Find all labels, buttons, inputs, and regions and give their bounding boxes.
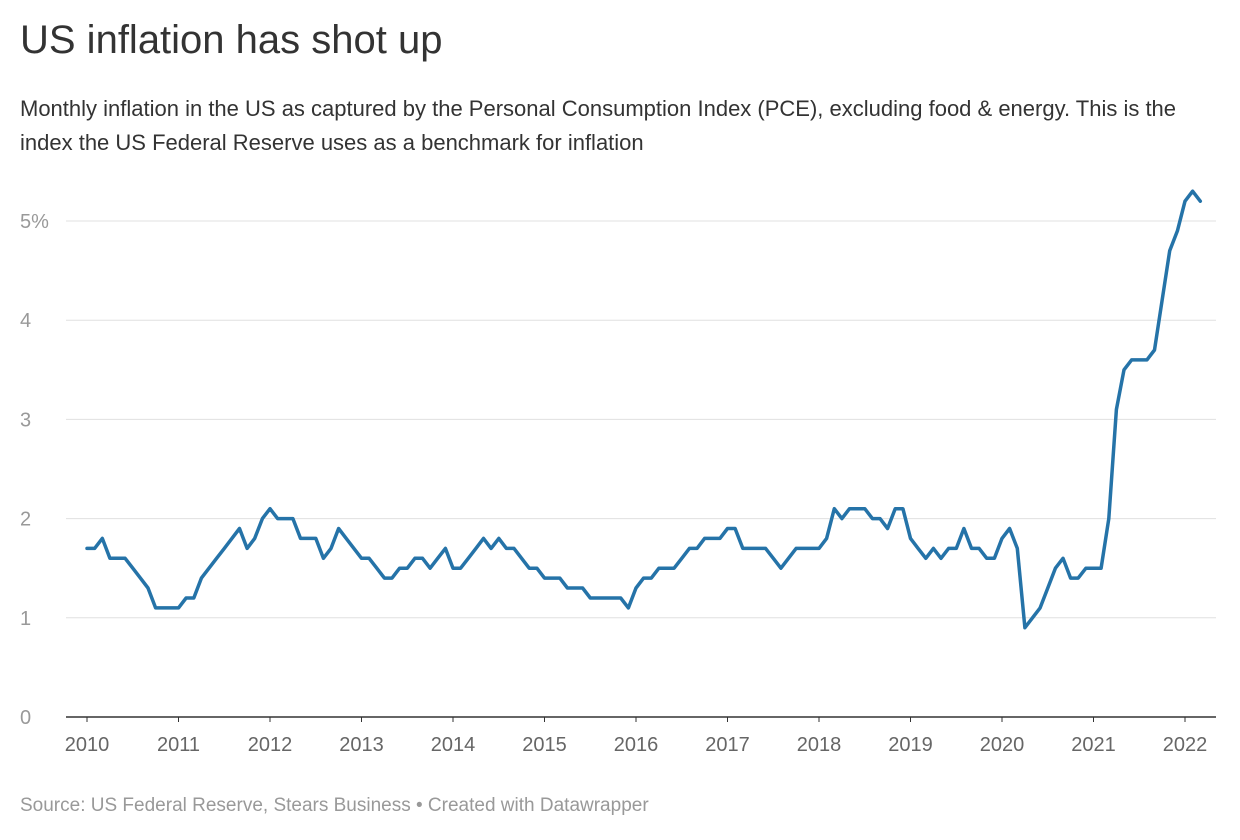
x-tick-label: 2019: [888, 734, 933, 756]
x-tick-label: 2018: [797, 734, 842, 756]
y-tick-label: 4: [20, 310, 31, 332]
x-tick-label: 2013: [339, 734, 384, 756]
x-tick-label: 2021: [1071, 734, 1116, 756]
chart-title: US inflation has shot up: [20, 18, 443, 62]
x-tick-label: 2010: [65, 734, 110, 756]
x-tick-label: 2022: [1163, 734, 1208, 756]
x-tick-label: 2016: [614, 734, 659, 756]
chart-subtitle: Monthly inflation in the US as captured …: [20, 96, 1177, 155]
y-tick-label: 3: [20, 409, 31, 431]
y-tick-label: 1: [20, 608, 31, 630]
x-tick-label: 2020: [980, 734, 1025, 756]
x-tick-label: 2011: [157, 734, 200, 756]
source-note: Source: US Federal Reserve, Stears Busin…: [20, 795, 649, 816]
x-tick-label: 2015: [522, 734, 567, 756]
y-tick-label: 2: [20, 509, 31, 531]
x-tick-label: 2014: [431, 734, 476, 756]
line-chart: 0 1 2 3 4 5% 2010 2011 2012 2013 2014 2015 2016 2017…: [20, 189, 1216, 756]
x-axis: 2010 2011 2012 2013 2014 2015 2016 2017 2018 2019…: [65, 716, 1216, 756]
series-lines: [85, 189, 1203, 630]
series-line-0: [85, 189, 1203, 630]
x-tick-label: 2017: [705, 734, 750, 756]
y-axis-labels: 0 1 2 3 4 5%: [20, 211, 49, 729]
x-tick-label: 2012: [248, 734, 293, 756]
y-tick-label: 0: [20, 707, 31, 729]
gridlines: [66, 220, 1216, 619]
y-tick-label: 5%: [20, 211, 49, 233]
